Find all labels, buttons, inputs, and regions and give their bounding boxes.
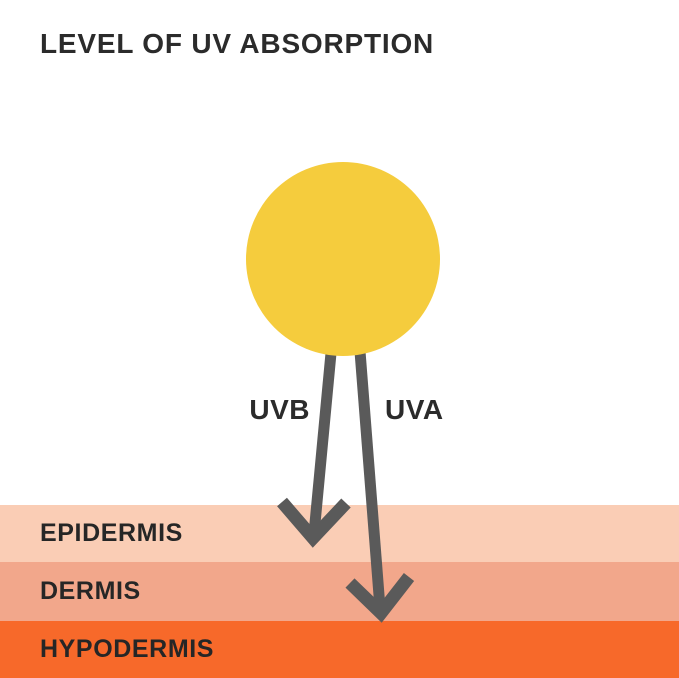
uva-label: UVA [385,394,444,425]
page-title: LEVEL OF UV ABSORPTION [40,28,435,59]
uvb-label: UVB [249,394,310,425]
layer-band-hypodermis: HYPODERMIS [0,621,679,678]
skin-layers: EPIDERMIS DERMIS HYPODERMIS [0,505,679,678]
layer-label-epidermis: EPIDERMIS [40,519,183,547]
sun-icon [246,162,440,356]
layer-label-hypodermis: HYPODERMIS [40,635,215,663]
layer-label-dermis: DERMIS [40,577,141,605]
layer-band-epidermis: EPIDERMIS [0,505,679,562]
layer-band-dermis: DERMIS [0,562,679,621]
